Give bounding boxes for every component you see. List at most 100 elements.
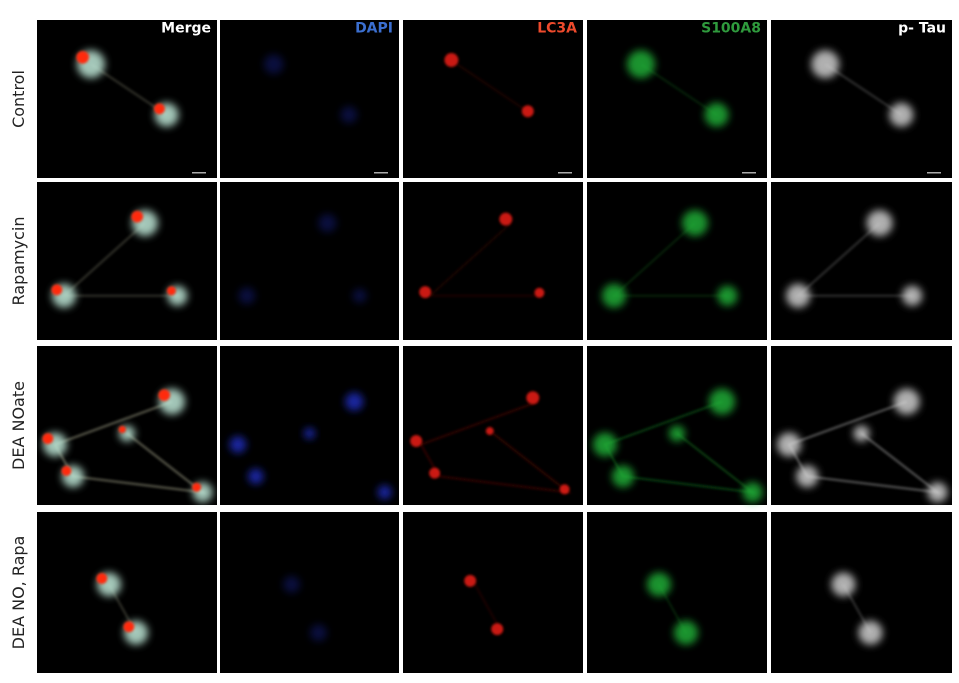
image-panel: p- Tau	[771, 20, 952, 178]
cell	[263, 54, 284, 75]
cell-puncta	[61, 465, 72, 476]
neurite	[419, 400, 573, 494]
cell	[627, 50, 655, 79]
cell-puncta	[429, 467, 441, 479]
panel-background	[771, 512, 952, 673]
cell-puncta	[521, 105, 534, 118]
panel-background	[220, 182, 399, 340]
cell-puncta	[526, 391, 540, 405]
cell	[902, 285, 923, 306]
image-panel	[771, 182, 952, 340]
cell-puncta	[76, 50, 89, 64]
cell-puncta	[51, 284, 63, 296]
panel-background	[220, 20, 399, 178]
image-panel	[771, 512, 952, 673]
image-panel	[37, 346, 217, 505]
cell-puncta	[534, 287, 545, 298]
cell	[866, 210, 893, 237]
cell	[377, 485, 392, 500]
cell	[303, 427, 316, 440]
image-panel	[220, 182, 399, 340]
panel-background	[37, 182, 217, 340]
cell	[352, 288, 367, 303]
column-label: S100A8	[701, 21, 761, 37]
cell-puncta	[410, 434, 423, 447]
column-label: p- Tau	[898, 21, 946, 37]
cell	[283, 576, 300, 593]
cell	[593, 432, 617, 457]
cell	[238, 287, 256, 305]
neurite	[640, 63, 718, 116]
panel-background	[587, 20, 767, 178]
image-panel	[403, 346, 583, 505]
panel-background	[403, 182, 583, 340]
cell	[796, 465, 819, 488]
cell	[927, 482, 948, 503]
row-label: DEA NOate	[9, 381, 28, 470]
image-panel	[220, 512, 399, 673]
panel-background	[587, 182, 767, 340]
panel-background	[37, 512, 217, 673]
cell	[717, 285, 738, 306]
cell-puncta	[131, 210, 144, 223]
image-panel	[37, 182, 217, 340]
cell-puncta	[464, 574, 477, 587]
column-label: DAPI	[355, 21, 393, 37]
panel-background	[587, 512, 767, 673]
image-panel	[587, 346, 767, 505]
panel-background	[37, 20, 217, 178]
scale-bar	[374, 172, 388, 174]
cell	[853, 425, 870, 442]
cell	[704, 102, 729, 127]
cell-puncta	[419, 286, 432, 299]
cell	[318, 213, 337, 233]
scale-bar	[192, 172, 206, 174]
panel-background	[403, 20, 583, 178]
cell	[310, 624, 327, 642]
cell-puncta	[559, 484, 570, 495]
cell	[669, 425, 685, 442]
cell-puncta	[96, 573, 108, 584]
row-label: Control	[9, 70, 28, 128]
neurite	[824, 63, 902, 116]
cell-puncta	[499, 212, 513, 226]
cell-puncta	[444, 53, 459, 68]
image-panel	[403, 512, 583, 673]
cell	[709, 388, 735, 415]
panel-background	[771, 182, 952, 340]
cell	[742, 482, 763, 503]
cell-puncta	[166, 286, 176, 296]
image-panel: Merge	[37, 20, 217, 178]
image-panel: DAPI	[220, 20, 399, 178]
row-label: Rapamycin	[9, 217, 28, 306]
cell	[811, 50, 840, 79]
cell-puncta	[192, 482, 202, 492]
neurite	[90, 63, 168, 116]
cell	[340, 106, 358, 124]
column-label: Merge	[161, 21, 211, 37]
panel-background	[220, 346, 399, 505]
cell	[612, 465, 634, 488]
scale-bar	[742, 172, 756, 174]
image-panel	[587, 512, 767, 673]
image-panel	[587, 182, 767, 340]
panel-background	[220, 512, 399, 673]
cell-puncta	[118, 425, 126, 434]
row-label: DEA NO, Rapa	[9, 536, 28, 650]
neurite	[456, 63, 534, 116]
cell-puncta	[158, 389, 171, 401]
cell-puncta	[123, 621, 135, 633]
cell	[602, 283, 626, 308]
cell	[682, 210, 708, 237]
image-panel	[403, 182, 583, 340]
image-panel	[220, 346, 399, 505]
cell	[889, 102, 914, 127]
panel-background	[771, 20, 952, 178]
image-panel: S100A8	[587, 20, 767, 178]
image-panel	[771, 346, 952, 505]
cell-puncta	[491, 623, 504, 636]
cell-puncta	[485, 427, 494, 436]
panel-background	[403, 346, 583, 505]
cell	[831, 572, 856, 597]
